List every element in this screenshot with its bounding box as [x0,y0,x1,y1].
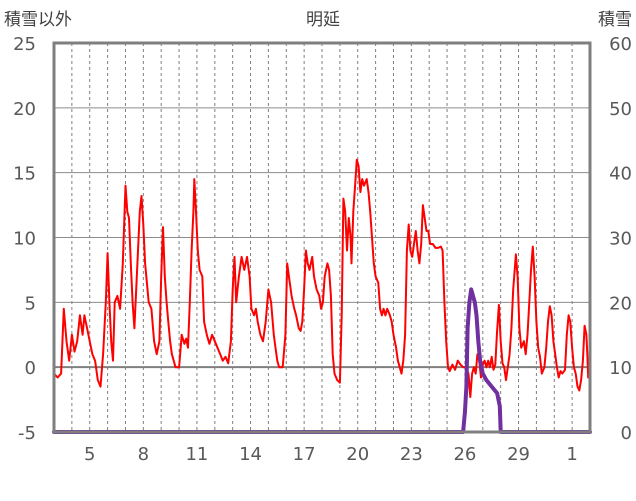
left-axis-label: 積雪以外 [4,10,72,30]
right-tick-label: 30 [609,229,632,250]
x-tick-label: 23 [400,444,423,465]
left-tick-label: 5 [25,293,36,314]
x-tick-label: 1 [566,444,577,465]
non-snow-series-line [53,158,591,398]
x-tick-label: 29 [507,444,530,465]
snow-series-line [52,287,592,434]
left-tick-label: 15 [13,164,36,185]
x-tick-label: 8 [138,444,149,465]
left-tick-label: 0 [25,358,36,379]
left-tick-label: 10 [13,229,36,250]
series-layer [52,158,592,434]
right-tick-label: 20 [609,293,632,314]
right-tick-label: 60 [609,34,632,55]
right-axis-label: 積雪 [598,10,632,30]
x-tick-label: 26 [453,444,476,465]
left-tick-label: 25 [13,34,36,55]
right-tick-label: 50 [609,99,632,120]
x-tick-label: 5 [84,444,95,465]
right-tick-label: 10 [609,358,632,379]
x-tick-label: 14 [239,444,262,465]
right-tick-label: 0 [621,423,632,444]
left-tick-label: -5 [18,423,36,444]
x-tick-label: 17 [293,444,316,465]
tick-layer: -5 0 5 10 15 20 25 0 10 20 30 40 50 60 5 8 11 14 17 20 23 26 2… [13,34,632,465]
frame-layer [52,41,592,434]
right-tick-label: 40 [609,164,632,185]
chart-title: 明延 [306,10,340,30]
left-tick-label: 20 [13,99,36,120]
x-tick-label: 11 [185,444,208,465]
x-tick-label: 20 [346,444,369,465]
plot-frame [52,41,592,434]
label-layer: 積雪以外 明延 積雪 [4,10,632,30]
